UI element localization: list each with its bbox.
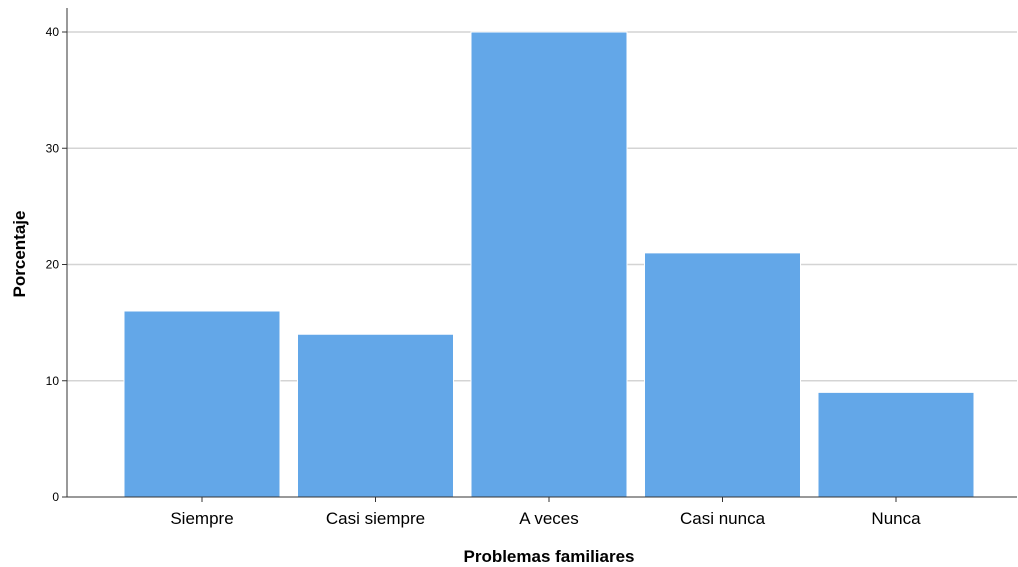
x-tick-label-siempre: Siempre bbox=[170, 509, 233, 528]
y-tick-label-10: 10 bbox=[46, 374, 60, 388]
bar-casi-nunca bbox=[644, 252, 801, 498]
axes bbox=[66, 8, 1017, 498]
bar-nunca bbox=[817, 391, 975, 498]
x-tick-labels: Siempre Casi siempre A veces Casi nunca Nunc… bbox=[170, 497, 921, 528]
x-axis-title: Problemas familiares bbox=[463, 547, 634, 566]
y-tick-label-0: 0 bbox=[52, 490, 59, 504]
x-tick-label-nunca: Nunca bbox=[871, 509, 921, 528]
y-tick-label-30: 30 bbox=[46, 141, 60, 155]
bars bbox=[123, 31, 975, 498]
y-axis-title: Porcentaje bbox=[10, 211, 29, 298]
y-tick-label-40: 40 bbox=[46, 25, 60, 39]
bar-siempre bbox=[123, 310, 281, 498]
x-tick-label-casi-siempre: Casi siempre bbox=[326, 509, 425, 528]
bar-casi-siempre bbox=[297, 333, 454, 498]
bar-a-veces bbox=[470, 31, 628, 498]
y-tick-label-20: 20 bbox=[46, 258, 60, 272]
x-tick-label-a-veces: A veces bbox=[519, 509, 579, 528]
x-tick-label-casi-nunca: Casi nunca bbox=[680, 509, 766, 528]
y-tick-labels: 0 10 20 30 40 bbox=[46, 25, 67, 504]
